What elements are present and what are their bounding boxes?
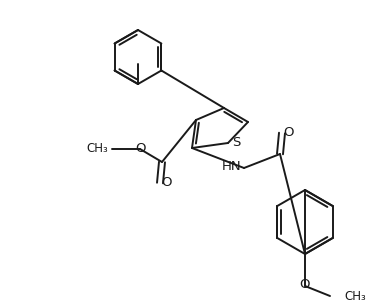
Text: HN: HN bbox=[221, 160, 241, 174]
Text: CH₃: CH₃ bbox=[86, 142, 108, 156]
Text: CH₃: CH₃ bbox=[344, 289, 366, 303]
Text: O: O bbox=[136, 142, 146, 155]
Text: O: O bbox=[162, 177, 172, 189]
Text: O: O bbox=[284, 127, 294, 139]
Text: S: S bbox=[232, 137, 240, 149]
Text: O: O bbox=[300, 278, 310, 290]
